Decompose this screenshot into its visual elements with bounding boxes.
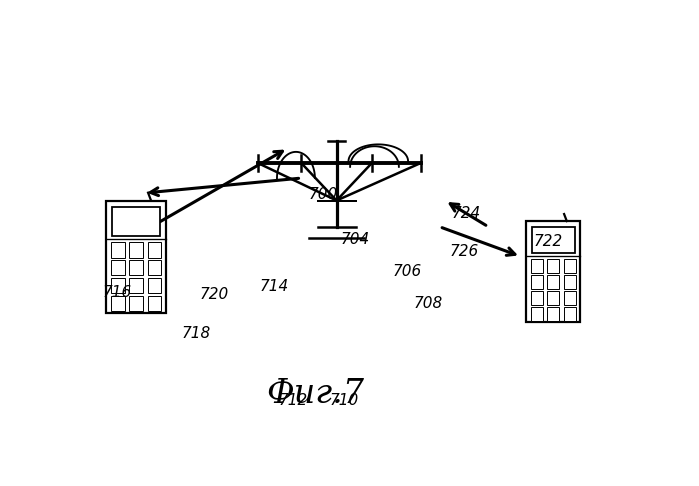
Bar [129, 278, 143, 294]
Bar [526, 221, 580, 322]
Text: 716: 716 [103, 285, 132, 300]
Text: 726: 726 [449, 243, 479, 259]
Bar [113, 207, 160, 236]
Bar [111, 295, 124, 311]
Text: 700: 700 [308, 188, 338, 202]
Text: 720: 720 [200, 287, 229, 302]
Text: 722: 722 [533, 234, 563, 249]
Bar [147, 295, 161, 311]
Bar [563, 307, 576, 321]
Bar [532, 226, 575, 253]
Text: 708: 708 [414, 296, 443, 311]
Text: 710: 710 [330, 393, 359, 408]
Bar [547, 307, 559, 321]
Bar [147, 278, 161, 294]
Bar [111, 260, 124, 276]
Bar [106, 201, 166, 313]
Bar [547, 291, 559, 305]
Text: 718: 718 [181, 326, 210, 341]
Bar [147, 260, 161, 276]
Text: 712: 712 [279, 393, 308, 408]
Bar [147, 242, 161, 258]
Text: 706: 706 [392, 264, 421, 279]
Bar [111, 278, 124, 294]
Text: 714: 714 [259, 279, 289, 294]
Bar [563, 275, 576, 289]
Bar [129, 260, 143, 276]
Bar [531, 307, 543, 321]
Bar [547, 275, 559, 289]
Bar [531, 259, 543, 273]
Text: 724: 724 [452, 206, 481, 221]
Bar [111, 242, 124, 258]
Bar [531, 275, 543, 289]
Bar [563, 259, 576, 273]
Bar [547, 259, 559, 273]
Bar [129, 242, 143, 258]
Bar [531, 291, 543, 305]
Bar [129, 295, 143, 311]
Text: 704: 704 [341, 232, 370, 247]
Bar [563, 291, 576, 305]
Text: Фиг.7: Фиг.7 [266, 378, 364, 410]
